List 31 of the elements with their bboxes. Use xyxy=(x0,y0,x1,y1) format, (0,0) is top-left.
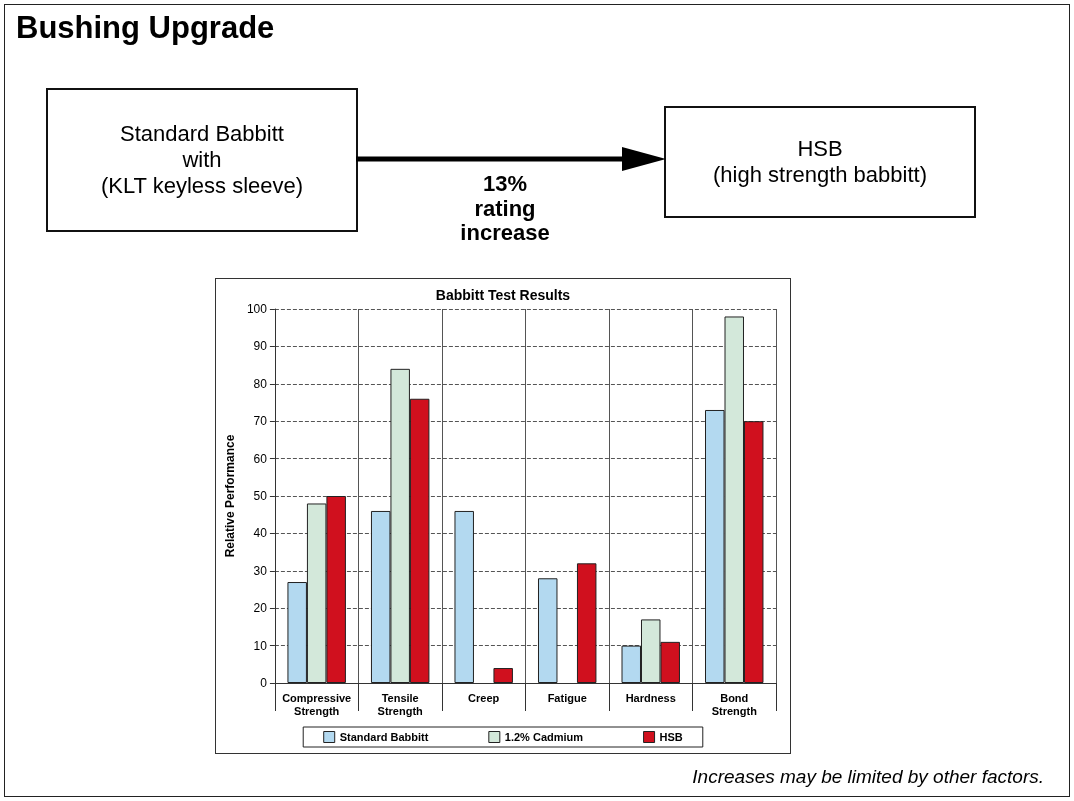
x-tick-label: Bond Strength xyxy=(711,691,758,717)
text: Increases may be limited by other factors. xyxy=(692,766,1044,788)
y-tick-label: 20 xyxy=(253,601,268,616)
y-tick-label: 50 xyxy=(253,489,268,503)
chart-title: Babbitt Test Results xyxy=(435,287,571,303)
bar xyxy=(454,510,474,683)
text: 13% rating increase xyxy=(459,171,551,246)
y-tick-label: 70 xyxy=(253,414,268,429)
text: Standard Babbitt with (KLT keyless sleeve) xyxy=(46,88,358,232)
legend-label: 1.2% Cadmium xyxy=(504,731,584,743)
bar xyxy=(493,668,513,683)
y-tick-label: 40 xyxy=(253,526,268,541)
y-tick-label: 100 xyxy=(246,302,268,316)
x-tick-label: Hardness xyxy=(625,691,676,704)
y-tick-label: 90 xyxy=(253,339,268,354)
x-tick-label: Tensile Strength xyxy=(377,691,424,717)
y-tick-label: 10 xyxy=(253,638,268,653)
bar xyxy=(576,563,597,683)
y-tick-label: 80 xyxy=(253,376,268,391)
x-tick-label: Creep xyxy=(468,691,500,704)
y-axis-title: Relative Performance xyxy=(223,434,237,558)
y-tick-label: 60 xyxy=(253,451,268,466)
chart-subtitle: Bushing Upgrade xyxy=(16,10,275,46)
legend-label: HSB xyxy=(659,731,683,743)
bar xyxy=(537,578,558,683)
x-tick-label: Fatigue xyxy=(547,691,587,704)
y-tick-label: 30 xyxy=(253,563,268,578)
legend-label: Standard Babbitt xyxy=(339,731,429,743)
x-tick-label: Compressive Strength xyxy=(282,691,352,717)
text: HSB (high strength babbitt) xyxy=(664,106,976,218)
y-tick-label: 0 xyxy=(260,676,268,690)
